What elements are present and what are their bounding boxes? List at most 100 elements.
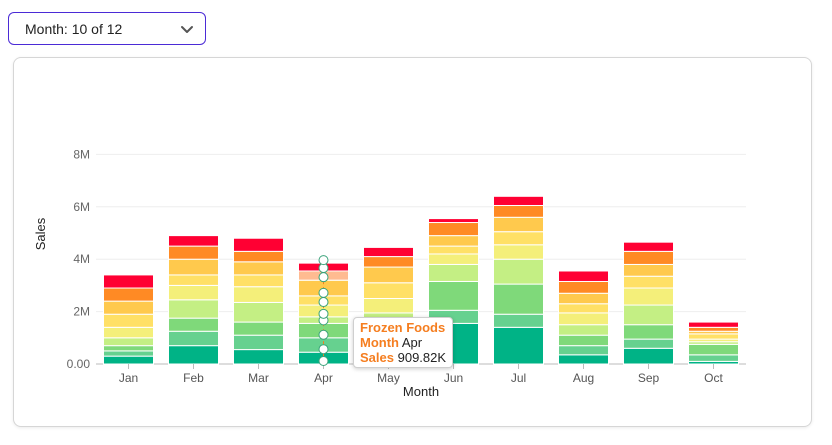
bar-segment [623, 250, 674, 265]
bar-segment [168, 258, 219, 276]
bar-segment [168, 345, 219, 365]
bar-segment [233, 286, 284, 303]
y-tick-label: 8M [73, 147, 90, 161]
bar-segment [363, 246, 414, 258]
bar-segment [623, 263, 674, 277]
bar-segment [233, 321, 284, 336]
x-tick-label: Sep [638, 371, 660, 385]
bar-segment [558, 312, 609, 326]
bar-segment [493, 216, 544, 233]
bar-segment [493, 195, 544, 206]
bar-segment [363, 266, 414, 284]
month-selector-label: Month: 10 of 12 [25, 20, 123, 37]
bar-segment [493, 258, 544, 285]
y-tick-label: 0.00 [67, 357, 91, 371]
bar-segment [688, 321, 739, 328]
bar-segment [168, 245, 219, 260]
tooltip-month-label: Month [360, 335, 399, 350]
chart-tooltip: Frozen Foods Month Apr Sales 909.82K [353, 317, 454, 368]
bar-segment [493, 204, 544, 218]
bar-segment [623, 338, 674, 349]
x-axis-title: Month [403, 384, 439, 399]
bar-segment [623, 324, 674, 340]
bar-segment [233, 301, 284, 323]
hover-point [318, 297, 329, 308]
bar-segment [233, 274, 284, 288]
bar-segment [233, 334, 284, 351]
bar-segment [493, 231, 544, 246]
bar-segment [168, 317, 219, 332]
hover-point [318, 308, 329, 319]
bar-segment [623, 275, 674, 289]
hover-point [318, 329, 329, 340]
sales-chart: 0.00 2M 4M 6M 8M Sales Jan Feb Mar Apr May Jun Jul Au… [33, 147, 746, 399]
bar-segment [363, 282, 414, 299]
bar-segment [168, 299, 219, 319]
bar-segment [363, 298, 414, 314]
bar-segment [493, 244, 544, 260]
bar-segment [623, 304, 674, 326]
bar-segment [558, 270, 609, 282]
y-tick-label: 4M [73, 252, 90, 266]
bar-segment [103, 274, 154, 289]
bar-segment [688, 333, 739, 340]
bar-segment [103, 326, 154, 339]
tooltip-category: Frozen Foods [360, 320, 446, 335]
bar-segment [103, 355, 154, 365]
x-tick-label: Jun [444, 371, 463, 385]
tooltip-month-value: Apr [401, 335, 423, 350]
bar-segment [688, 326, 739, 332]
bar-segment [103, 287, 154, 302]
bar-segment [428, 280, 479, 311]
bar-segment [103, 350, 154, 357]
bar-segment [623, 241, 674, 252]
x-tick-label: Apr [314, 371, 333, 385]
bar-segment [623, 287, 674, 306]
bar-segment [558, 345, 609, 356]
hover-point [318, 356, 329, 366]
bar-segment [428, 218, 479, 224]
hover-point [318, 255, 329, 266]
x-tick-label: Aug [573, 371, 594, 385]
hover-point [318, 287, 329, 298]
x-tick-label: Jul [511, 371, 526, 385]
bar-segment [493, 326, 544, 365]
tooltip-sales-value: 909.82K [397, 350, 447, 365]
bar-segment [233, 250, 284, 263]
month-selector[interactable]: Month: 10 of 12 [8, 12, 206, 45]
chart-card: 0.00 2M 4M 6M 8M Sales Jan Feb Mar Apr May Jun Jul Au… [13, 57, 812, 427]
x-tick-label: Mar [248, 371, 269, 385]
bar-segment [558, 354, 609, 365]
bar-segment [168, 274, 219, 286]
bar-segment [103, 313, 154, 328]
bar-segment [428, 263, 479, 282]
bar-segment [428, 245, 479, 255]
hover-point [318, 272, 329, 283]
bar-segment [558, 280, 609, 294]
y-tick-label: 6M [73, 200, 90, 214]
bar-segment [623, 347, 674, 365]
bar-segment [493, 283, 544, 315]
bar-segment [103, 337, 154, 347]
bar-segment [558, 334, 609, 347]
x-tick-label: Feb [183, 371, 204, 385]
bar-segment [493, 313, 544, 328]
bar-segment [558, 324, 609, 336]
y-tick-label: 2M [73, 305, 90, 319]
bar-segment [363, 256, 414, 268]
bar-segment [688, 343, 739, 356]
x-tick-label: May [377, 371, 400, 385]
bar-segment [233, 237, 284, 252]
bar-segment [233, 349, 284, 365]
bar-segment [168, 235, 219, 247]
x-tick-label: Oct [704, 371, 723, 385]
bar-segment [428, 235, 479, 247]
x-tick-label: Jan [119, 371, 138, 385]
bar-segment [103, 345, 154, 352]
bar-segment [168, 330, 219, 347]
bar-segment [103, 300, 154, 315]
bar-segment [558, 303, 609, 314]
bar-segment [428, 222, 479, 237]
bar-segment [233, 261, 284, 276]
bar-segment [428, 253, 479, 265]
